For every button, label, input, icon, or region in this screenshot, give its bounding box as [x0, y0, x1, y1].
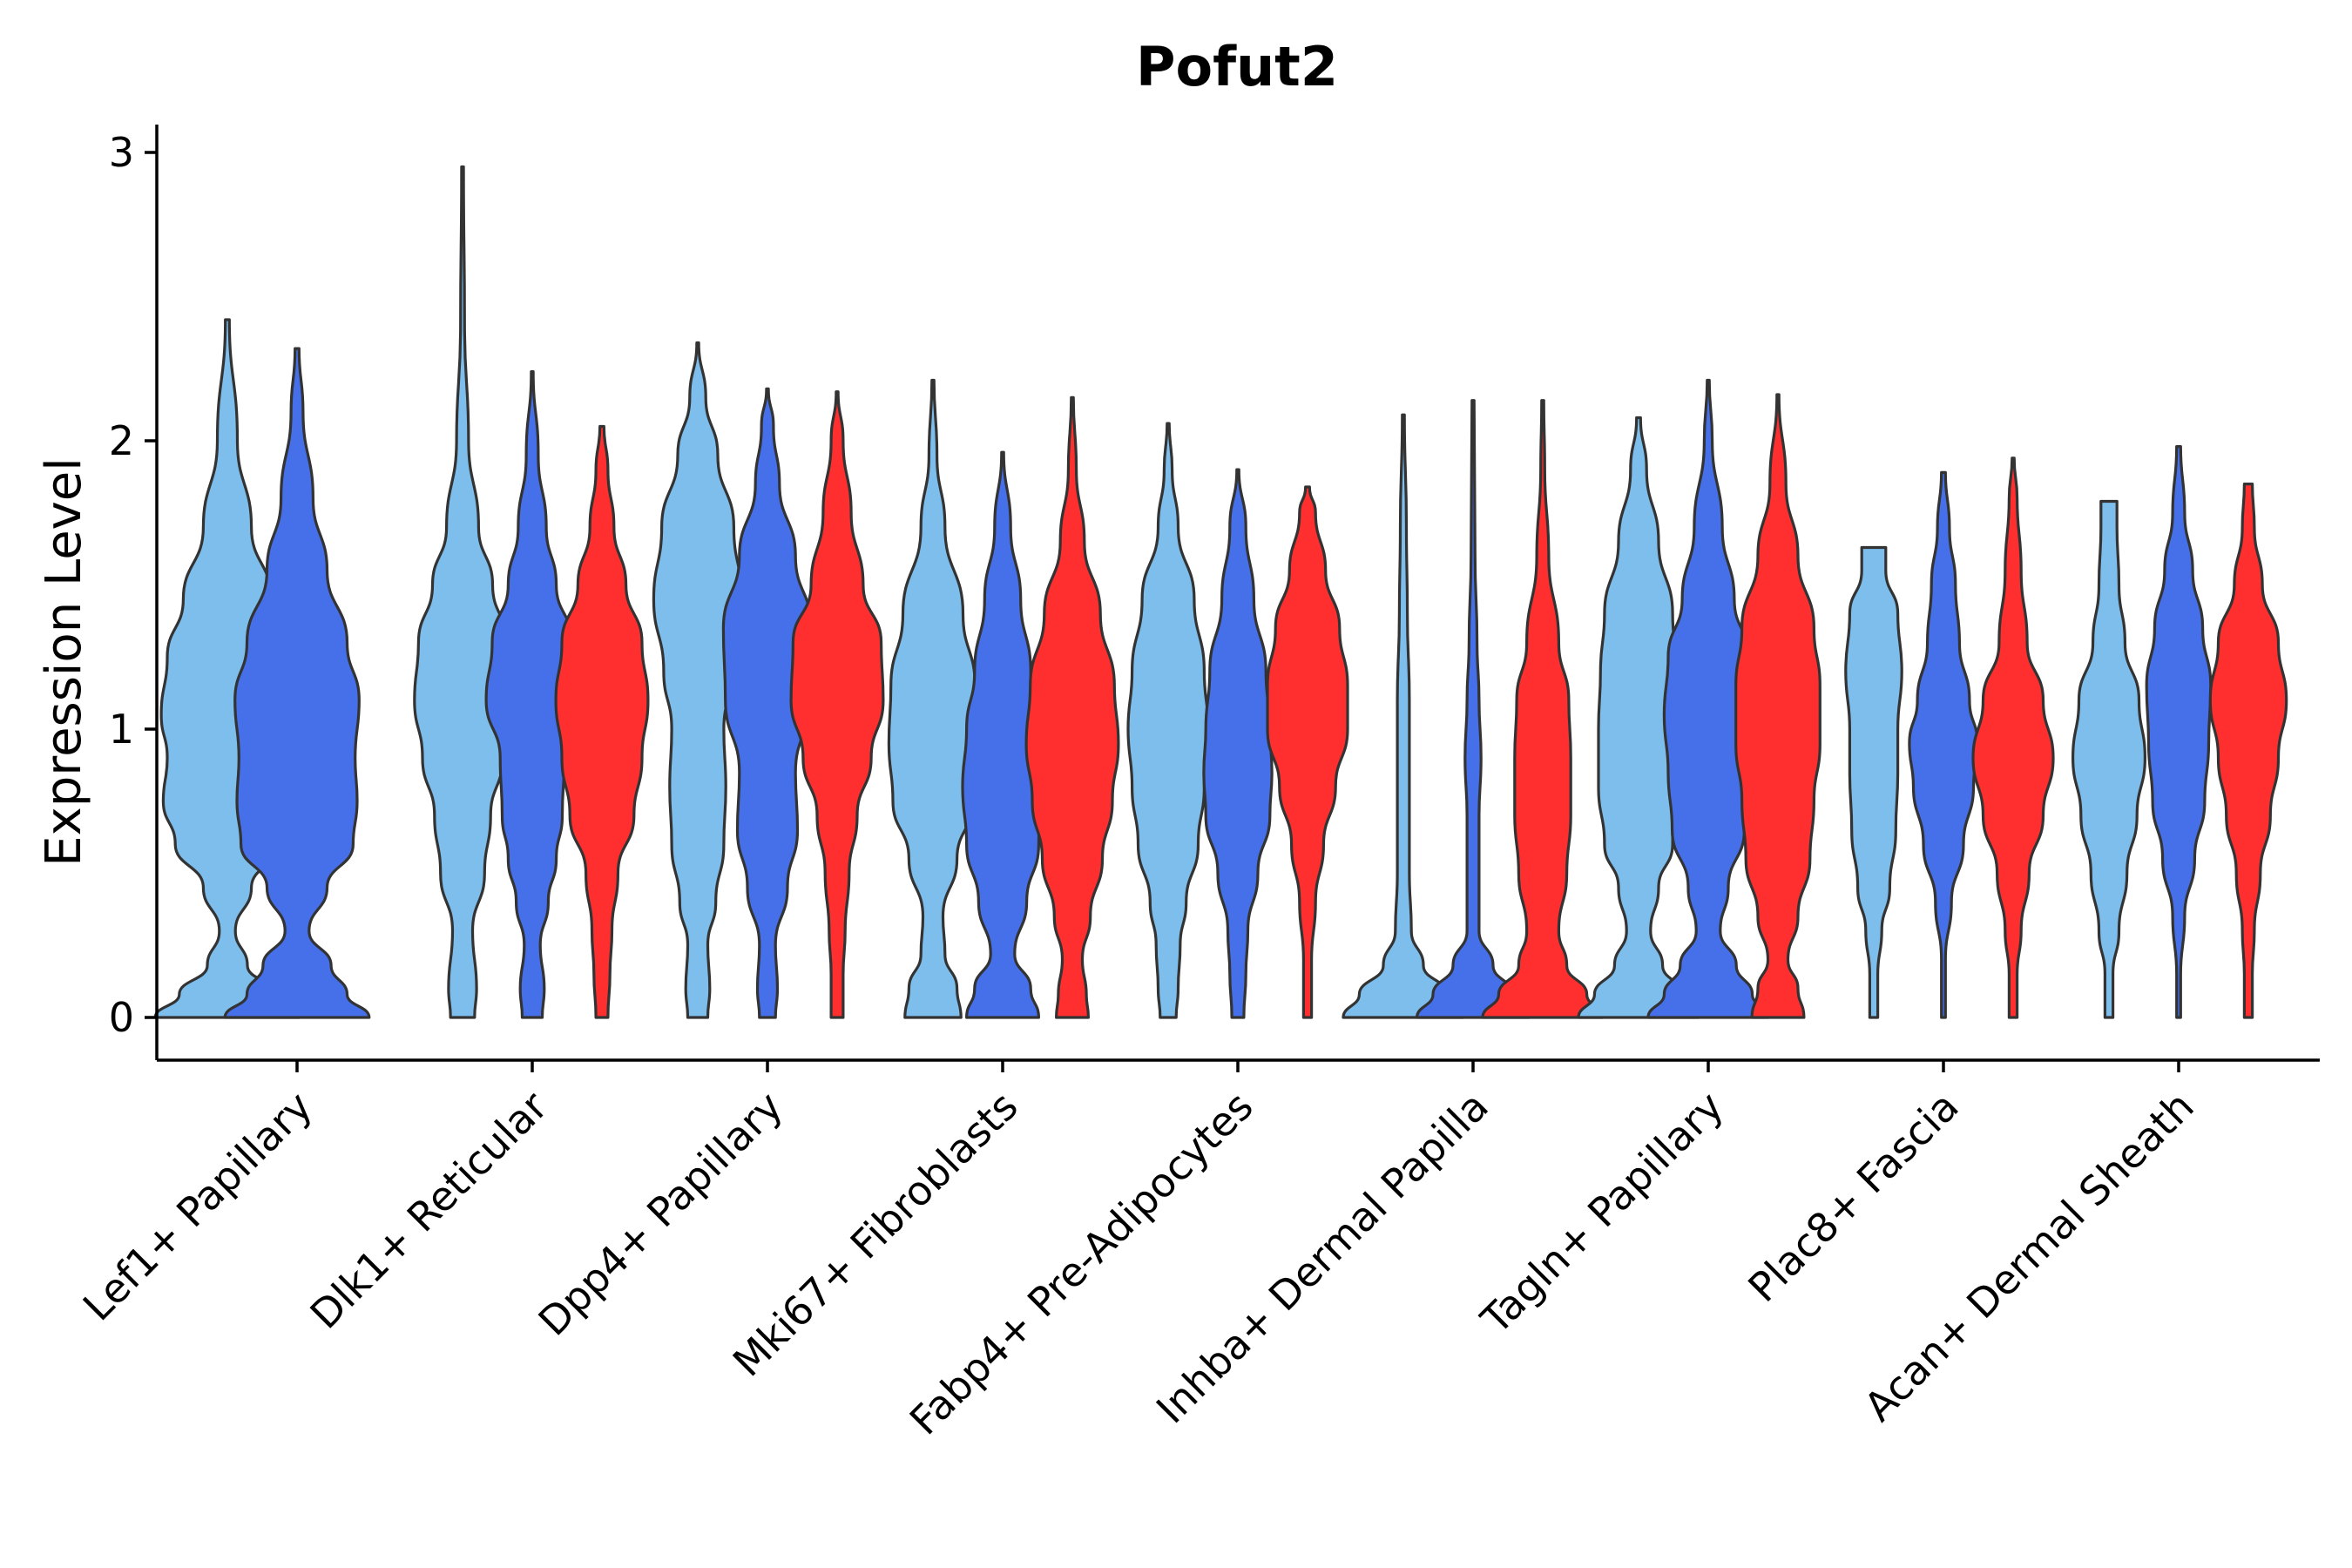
violin-7-group-2: [1646, 378, 1770, 1019]
violin-2-group-1: [413, 165, 512, 1019]
x-category-label: Lef1+ Papillary: [74, 1083, 321, 1330]
y-tick-label: 0: [109, 994, 134, 1041]
violin-5-group-3: [1266, 485, 1349, 1019]
violin-8-group-2: [1908, 470, 1979, 1019]
y-axis-ticks: 0 1 2 3: [109, 129, 157, 1041]
violin-5-group-2: [1202, 468, 1274, 1019]
violin-7-group-3: [1734, 393, 1821, 1019]
y-tick-label: 2: [109, 417, 134, 464]
y-axis-label: Expression Level: [36, 457, 92, 867]
violin-6-group-1: [1342, 413, 1465, 1019]
violin-4-group-2: [961, 450, 1044, 1019]
violin-3-group-3: [789, 390, 885, 1019]
violin-4-group-3: [1024, 395, 1120, 1019]
violin-4-group-1: [887, 378, 979, 1019]
y-tick-label: 3: [109, 129, 134, 176]
violin-6-group-3: [1481, 399, 1605, 1019]
x-category-label: Dpp4+ Papillary: [530, 1083, 792, 1345]
x-category-label: Dlk1+ Reticular: [301, 1083, 557, 1338]
violin-1-group-2: [223, 347, 371, 1019]
x-category-label: Tagln+ Papillary: [1471, 1083, 1733, 1344]
violin-7-group-1: [1577, 416, 1700, 1019]
violin-8-group-1: [1844, 545, 1903, 1019]
violin-2-group-3: [554, 424, 650, 1019]
violin-8-group-3: [1971, 456, 2055, 1019]
violin-5-group-1: [1126, 422, 1210, 1019]
violin-layer: [153, 165, 2288, 1019]
y-tick-label: 1: [109, 706, 134, 753]
violin-6-group-2: [1416, 399, 1531, 1019]
violin-9-group-1: [2072, 499, 2146, 1019]
violin-9-group-2: [2145, 445, 2213, 1019]
violin-3-group-2: [721, 387, 814, 1019]
violin-2-group-2: [484, 370, 580, 1019]
chart-title: Pofut2: [1136, 35, 1338, 98]
violin-9-group-3: [2208, 483, 2288, 1019]
x-category-label: Plac8+ Fascia: [1739, 1083, 1967, 1311]
violin-3-group-1: [652, 341, 744, 1019]
